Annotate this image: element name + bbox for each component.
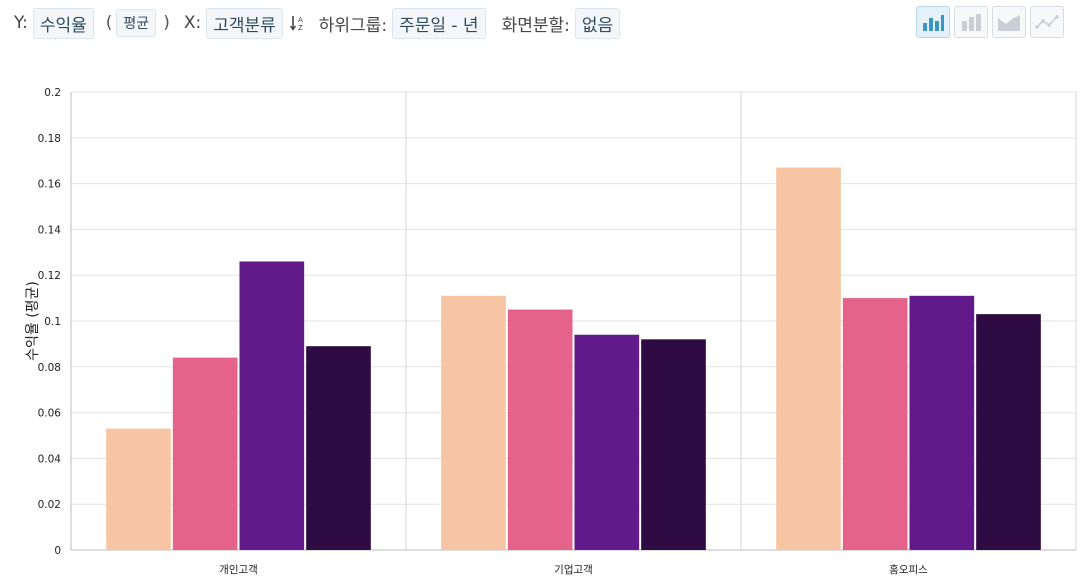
- area-chart-icon[interactable]: [992, 6, 1026, 38]
- x-axis-prefix: X:: [183, 13, 202, 33]
- x-tick-label: 홈오피스: [889, 563, 928, 576]
- x-field-selector[interactable]: 고객분류: [206, 7, 283, 39]
- y-axis-title: 수익율 (평균): [25, 281, 41, 361]
- bar[interactable]: [306, 346, 371, 550]
- bar[interactable]: [976, 314, 1041, 550]
- bar[interactable]: [574, 334, 640, 550]
- bar[interactable]: [239, 261, 305, 550]
- y-tick-label: 0.2: [44, 87, 61, 99]
- y-axis-prefix: Y:: [14, 13, 28, 33]
- bar[interactable]: [441, 295, 506, 550]
- y-tick-label: 0.12: [38, 270, 61, 282]
- bar[interactable]: [842, 298, 908, 550]
- paren-open: (: [105, 13, 113, 33]
- stacked-bar-icon[interactable]: [954, 6, 988, 38]
- y-tick-label: 0.02: [38, 499, 61, 511]
- y-tick-label: 0.1: [44, 316, 61, 328]
- line-chart-icon[interactable]: [1030, 6, 1064, 38]
- chart-toolbar: Y: 수익율 ( 평균 ) X: 고객분류 A Z 하위그룹: 주문일 - 년 …: [14, 7, 626, 39]
- y-tick-label: 0.06: [38, 408, 62, 420]
- y-tick-label: 0: [54, 545, 61, 557]
- split-prefix: 화면분할:: [501, 15, 570, 36]
- x-tick-label: 기업고객: [554, 563, 593, 576]
- y-tick-label: 0.14: [38, 224, 62, 236]
- bar[interactable]: [507, 309, 573, 550]
- bar[interactable]: [172, 357, 238, 550]
- bar[interactable]: [106, 428, 171, 550]
- x-tick-label: 개인고객: [219, 564, 258, 576]
- y-tick-label: 0.18: [38, 133, 61, 145]
- paren-close: ): [163, 13, 170, 33]
- split-selector[interactable]: 없음: [574, 7, 621, 39]
- svg-text:A: A: [298, 16, 303, 24]
- svg-text:Z: Z: [298, 24, 303, 32]
- y-field-selector[interactable]: 수익율: [32, 7, 94, 39]
- bar-chart-icon[interactable]: [916, 6, 950, 38]
- subgroup-prefix: 하위그룹:: [318, 15, 388, 36]
- y-tick-label: 0.04: [38, 453, 62, 465]
- chart-type-switcher: [916, 6, 1064, 38]
- sort-alpha-icon[interactable]: A Z: [289, 13, 307, 33]
- bar[interactable]: [909, 295, 975, 550]
- aggregate-selector[interactable]: 평균: [116, 9, 157, 37]
- bar[interactable]: [776, 167, 841, 550]
- y-tick-label: 0.08: [38, 362, 61, 374]
- bar[interactable]: [641, 339, 706, 550]
- subgroup-selector[interactable]: 주문일 - 년: [392, 7, 486, 39]
- y-tick-label: 0.16: [38, 179, 62, 191]
